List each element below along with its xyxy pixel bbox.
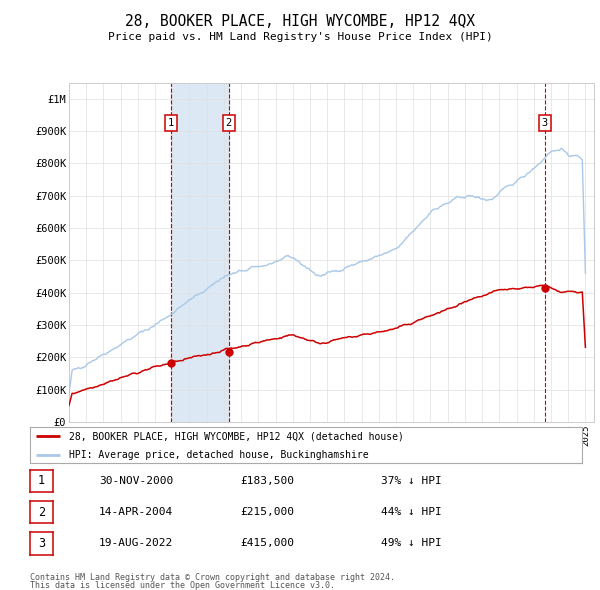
- Text: 2: 2: [38, 506, 45, 519]
- Text: 1: 1: [38, 474, 45, 487]
- Text: Price paid vs. HM Land Registry's House Price Index (HPI): Price paid vs. HM Land Registry's House …: [107, 32, 493, 41]
- Text: 30-NOV-2000: 30-NOV-2000: [99, 476, 173, 486]
- Text: Contains HM Land Registry data © Crown copyright and database right 2024.: Contains HM Land Registry data © Crown c…: [30, 572, 395, 582]
- Text: 37% ↓ HPI: 37% ↓ HPI: [381, 476, 442, 486]
- Text: 3: 3: [38, 537, 45, 550]
- Text: £215,000: £215,000: [240, 507, 294, 517]
- Text: 14-APR-2004: 14-APR-2004: [99, 507, 173, 517]
- Text: 2: 2: [226, 119, 232, 128]
- Text: 1: 1: [168, 119, 174, 128]
- Text: 3: 3: [542, 119, 548, 128]
- Bar: [171, 83, 229, 422]
- Text: 28, BOOKER PLACE, HIGH WYCOMBE, HP12 4QX (detached house): 28, BOOKER PLACE, HIGH WYCOMBE, HP12 4QX…: [68, 431, 404, 441]
- Text: This data is licensed under the Open Government Licence v3.0.: This data is licensed under the Open Gov…: [30, 581, 335, 590]
- Text: 28, BOOKER PLACE, HIGH WYCOMBE, HP12 4QX: 28, BOOKER PLACE, HIGH WYCOMBE, HP12 4QX: [125, 14, 475, 30]
- Text: £183,500: £183,500: [240, 476, 294, 486]
- Text: 49% ↓ HPI: 49% ↓ HPI: [381, 539, 442, 548]
- Text: 19-AUG-2022: 19-AUG-2022: [99, 539, 173, 548]
- Text: £415,000: £415,000: [240, 539, 294, 548]
- Text: HPI: Average price, detached house, Buckinghamshire: HPI: Average price, detached house, Buck…: [68, 450, 368, 460]
- Text: 44% ↓ HPI: 44% ↓ HPI: [381, 507, 442, 517]
